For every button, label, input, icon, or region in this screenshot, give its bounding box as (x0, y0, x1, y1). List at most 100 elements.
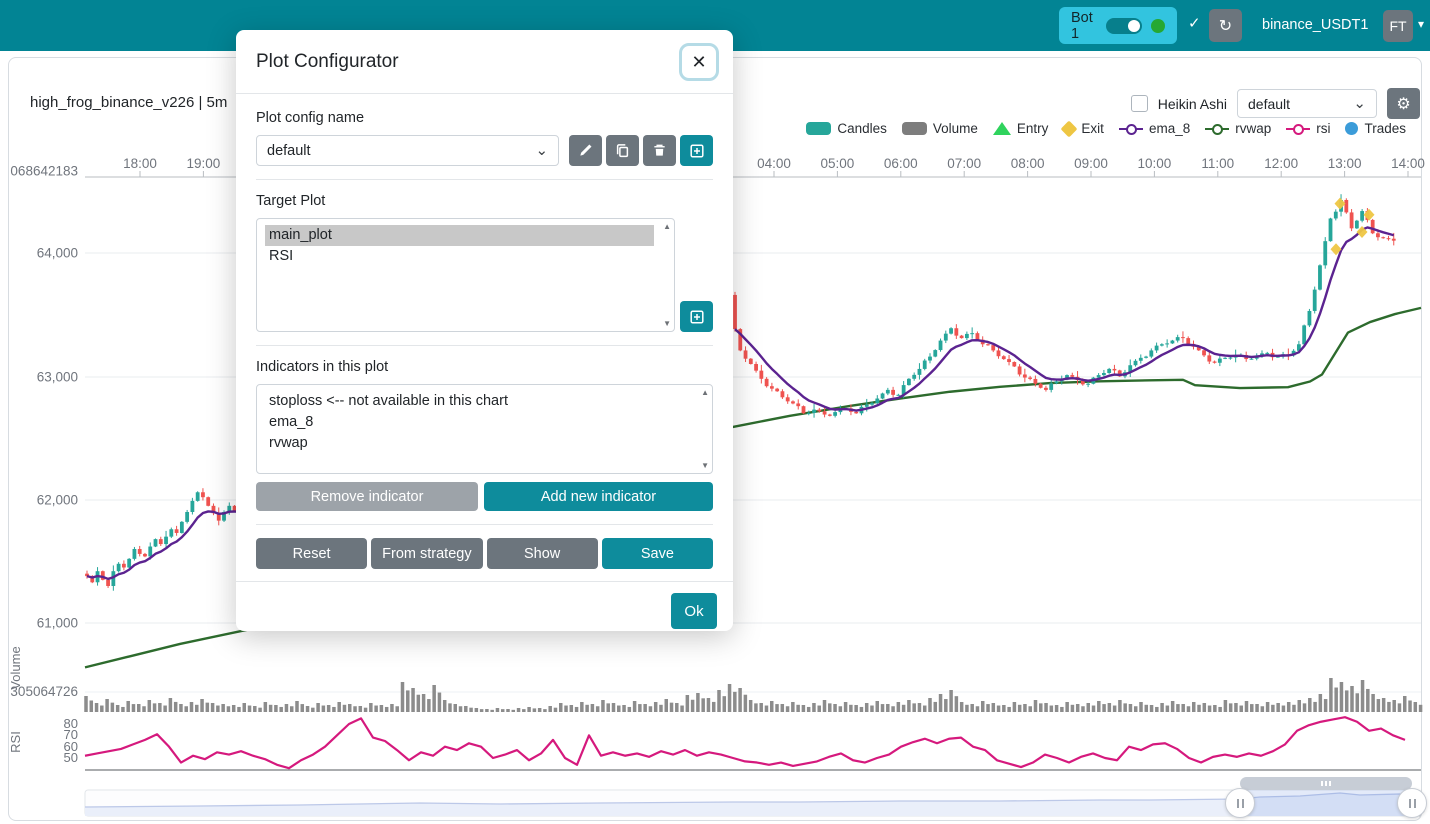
svg-text:61,000: 61,000 (37, 616, 78, 631)
svg-text:07:00: 07:00 (947, 156, 981, 171)
refresh-icon: ↻ (1218, 17, 1233, 35)
show-button[interactable]: Show (486, 538, 598, 569)
add-target-plot-button[interactable] (680, 301, 713, 332)
svg-text:09:00: 09:00 (1074, 156, 1108, 171)
svg-text:60: 60 (64, 739, 78, 754)
gear-icon: ⚙ (1396, 95, 1411, 113)
svg-text:11:00: 11:00 (1201, 156, 1234, 171)
legend-label: Volume (932, 121, 978, 136)
svg-text:13:00: 13:00 (1328, 156, 1362, 171)
svg-text:10:00: 10:00 (1138, 156, 1172, 171)
svg-text:08:00: 08:00 (1011, 156, 1045, 171)
legend-item-Entry[interactable]: Entry (992, 121, 1049, 136)
bot-toggle[interactable] (1106, 17, 1142, 34)
svg-text:Volume: Volume (8, 646, 23, 689)
add-config-button[interactable] (680, 135, 713, 166)
legend-label: Trades (1364, 121, 1406, 136)
plot-config-select-value: default (1248, 95, 1291, 112)
modal-title: Plot Configurator (256, 51, 399, 72)
indicator-item[interactable]: rvwap (269, 435, 308, 451)
trades-circle-icon (1345, 122, 1359, 135)
plus-square-icon (689, 143, 704, 158)
legend-label: Entry (1016, 121, 1049, 136)
target-plot-label: Target Plot (256, 193, 326, 209)
legend-item-Trades[interactable]: Trades (1345, 121, 1406, 136)
chart-legend: Candles Volume Entry Exit ema_8 rvwap rsi Trade… (806, 120, 1406, 137)
bot-status-dot (1151, 18, 1165, 33)
svg-text:068642183: 068642183 (10, 164, 78, 179)
user-menu-button[interactable]: FT (1383, 10, 1413, 42)
indicator-item[interactable]: stoploss <-- not available in this chart (269, 393, 508, 409)
rsi-line-icon (1286, 122, 1311, 135)
scroll-down-icon[interactable]: ▼ (701, 461, 709, 470)
check-icon: ✓ (1188, 15, 1201, 32)
rename-config-button[interactable] (569, 135, 602, 166)
remove-indicator-button[interactable]: Remove indicator (256, 482, 478, 511)
svg-text:64,000: 64,000 (37, 246, 78, 261)
Candles-swatch-icon (806, 122, 832, 135)
plot-configurator-modal: Plot Configurator ✕ Plot config name def… (236, 30, 733, 631)
plot-config-select[interactable]: default ⌄ (1237, 89, 1377, 118)
svg-text:63,000: 63,000 (37, 370, 78, 385)
legend-item-Candles[interactable]: Candles (806, 121, 887, 136)
bot-name-label: Bot 1 (1071, 9, 1093, 42)
bot-selector[interactable]: Bot 1 (1059, 7, 1177, 44)
svg-text:12:00: 12:00 (1264, 156, 1298, 171)
svg-text:05:00: 05:00 (821, 156, 855, 171)
chevron-down-icon: ⌄ (535, 141, 549, 159)
config-name-label: Plot config name (256, 110, 365, 126)
legend-label: rsi (1316, 121, 1331, 136)
legend-item-ema_8[interactable]: ema_8 (1118, 121, 1191, 136)
bot-toggle-knob (1128, 19, 1140, 32)
svg-text:305064726: 305064726 (10, 684, 78, 699)
legend-item-Exit[interactable]: Exit (1060, 120, 1104, 137)
svg-text:62,000: 62,000 (37, 493, 78, 508)
svg-text:80: 80 (64, 716, 78, 731)
target-plot-item[interactable]: main_plot (265, 225, 654, 246)
legend-item-rsi[interactable]: rsi (1286, 121, 1330, 136)
svg-text:06:00: 06:00 (884, 156, 918, 171)
target-plot-listbox[interactable]: main_plot RSI ▲ ▼ (256, 218, 675, 332)
avatar: FT (1389, 18, 1407, 34)
modal-body: Plot config name default ⌄ (236, 94, 733, 569)
duplicate-config-button[interactable] (606, 135, 639, 166)
svg-text:14:00: 14:00 (1391, 156, 1425, 171)
svg-text:18:00: 18:00 (123, 156, 157, 171)
legend-item-rvwap[interactable]: rvwap (1205, 121, 1271, 136)
indicators-listbox[interactable]: stoploss <-- not available in this chart… (256, 384, 713, 474)
legend-item-Volume[interactable]: Volume (901, 121, 978, 136)
target-plot-item[interactable]: RSI (269, 248, 294, 264)
scroll-up-icon[interactable]: ▲ (701, 388, 709, 397)
legend-label: Exit (1081, 121, 1104, 136)
delete-config-button[interactable] (643, 135, 676, 166)
copy-icon (616, 144, 629, 158)
close-button[interactable]: ✕ (679, 43, 719, 81)
heikin-ashi-checkbox[interactable] (1130, 95, 1148, 112)
reset-button[interactable]: Reset (256, 538, 368, 569)
navigator-drag-bar[interactable] (1240, 777, 1412, 790)
trash-icon (654, 144, 665, 156)
navigator-right-handle[interactable] (1397, 788, 1427, 818)
plus-square-icon (689, 309, 704, 324)
refresh-button[interactable]: ↻ (1209, 9, 1242, 42)
scroll-down-icon[interactable]: ▼ (663, 319, 671, 328)
indicator-item[interactable]: ema_8 (269, 414, 314, 430)
from-strategy-button[interactable]: From strategy (371, 538, 483, 569)
save-button[interactable]: Save (601, 538, 713, 569)
chart-toolbar: Heikin Ashi default ⌄ ⚙ (1130, 88, 1420, 119)
modal-header: Plot Configurator ✕ (236, 30, 733, 94)
svg-text:RSI: RSI (8, 731, 23, 753)
navigator-left-handle[interactable] (1225, 788, 1255, 818)
plot-settings-button[interactable]: ⚙ (1387, 88, 1420, 119)
chart-title: high_frog_binance_v226 | 5m (30, 94, 228, 111)
legend-label: ema_8 (1148, 121, 1191, 136)
scroll-up-icon[interactable]: ▲ (663, 222, 671, 231)
config-name-select[interactable]: default ⌄ (256, 135, 560, 166)
ok-button[interactable]: Ok (671, 593, 717, 629)
modal-footer: Ok (236, 581, 733, 640)
ema_8-line-icon (1118, 122, 1143, 135)
config-name-value: default (267, 142, 311, 159)
add-indicator-button[interactable]: Add new indicator (484, 482, 713, 511)
